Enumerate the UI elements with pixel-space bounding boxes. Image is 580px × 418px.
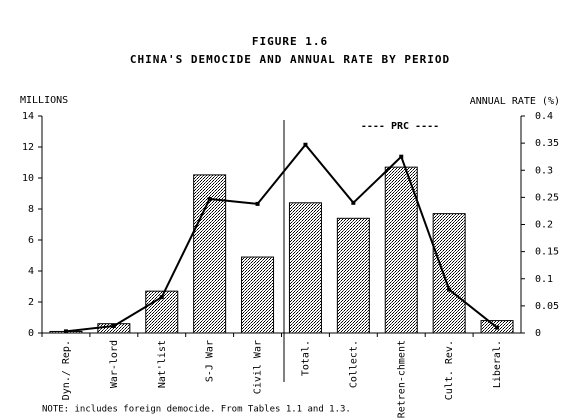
y2-tick-label: 0.15 [535, 247, 559, 258]
x-tick-label: Civil War [253, 340, 264, 394]
y2-tick-label: 0.3 [535, 165, 553, 176]
line [65, 143, 498, 333]
y2-tick-label: 0.25 [535, 192, 559, 203]
marker [159, 295, 164, 300]
y2-tick-label: 0.05 [535, 301, 559, 312]
bar [288, 202, 322, 334]
bar [241, 256, 275, 334]
marker [63, 329, 68, 334]
annotation: ---- PRC ---- [361, 121, 439, 132]
x-tick-label: S-J War [205, 340, 216, 382]
y-tick-label: 4 [28, 266, 34, 277]
marker [447, 287, 452, 292]
y-axis-label: MILLIONS [20, 95, 68, 106]
x-tick-label: Total. [300, 340, 311, 376]
y2-axis-label: ANNUAL RATE (%) [470, 96, 560, 107]
y-tick-label: 2 [28, 297, 34, 308]
x-tick-label: Dyn./ Rep. [61, 340, 72, 400]
bar [432, 213, 466, 334]
marker [351, 200, 356, 205]
marker [111, 323, 116, 328]
marker [207, 197, 212, 202]
y2-tick-label: 0.1 [535, 274, 553, 285]
y-tick-label: 14 [22, 111, 34, 122]
bar [384, 166, 418, 334]
bar [336, 217, 370, 334]
x-tick-label: Retren-chment [396, 340, 407, 418]
y2-tick-label: 0.35 [535, 138, 559, 149]
y-tick-label: 10 [22, 173, 34, 184]
x-tick-label: Liberal. [492, 340, 503, 388]
x-tick-label: Collect. [348, 340, 359, 388]
marker [399, 154, 404, 159]
marker [495, 325, 500, 330]
y-tick-label: 6 [28, 235, 34, 246]
y2-tick-label: 0.4 [535, 111, 553, 122]
note: NOTE: includes foreign democide. From Ta… [42, 405, 351, 415]
marker [255, 201, 260, 206]
y-tick-label: 8 [28, 204, 34, 215]
chart-subtitle: CHINA'S DEMOCIDE AND ANNUAL RATE BY PERI… [130, 53, 450, 66]
x-tick-label: War-lord [109, 340, 120, 388]
y2-tick-label: 0.2 [535, 220, 553, 231]
x-tick-label: Nat'list [157, 340, 168, 388]
marker [303, 142, 308, 147]
x-tick-label: Cult. Rev. [444, 340, 455, 400]
y-tick-label: 0 [28, 328, 34, 339]
y-tick-label: 12 [22, 142, 34, 153]
chart-title: FIGURE 1.6 [252, 35, 328, 48]
y2-tick-label: 0 [535, 328, 541, 339]
